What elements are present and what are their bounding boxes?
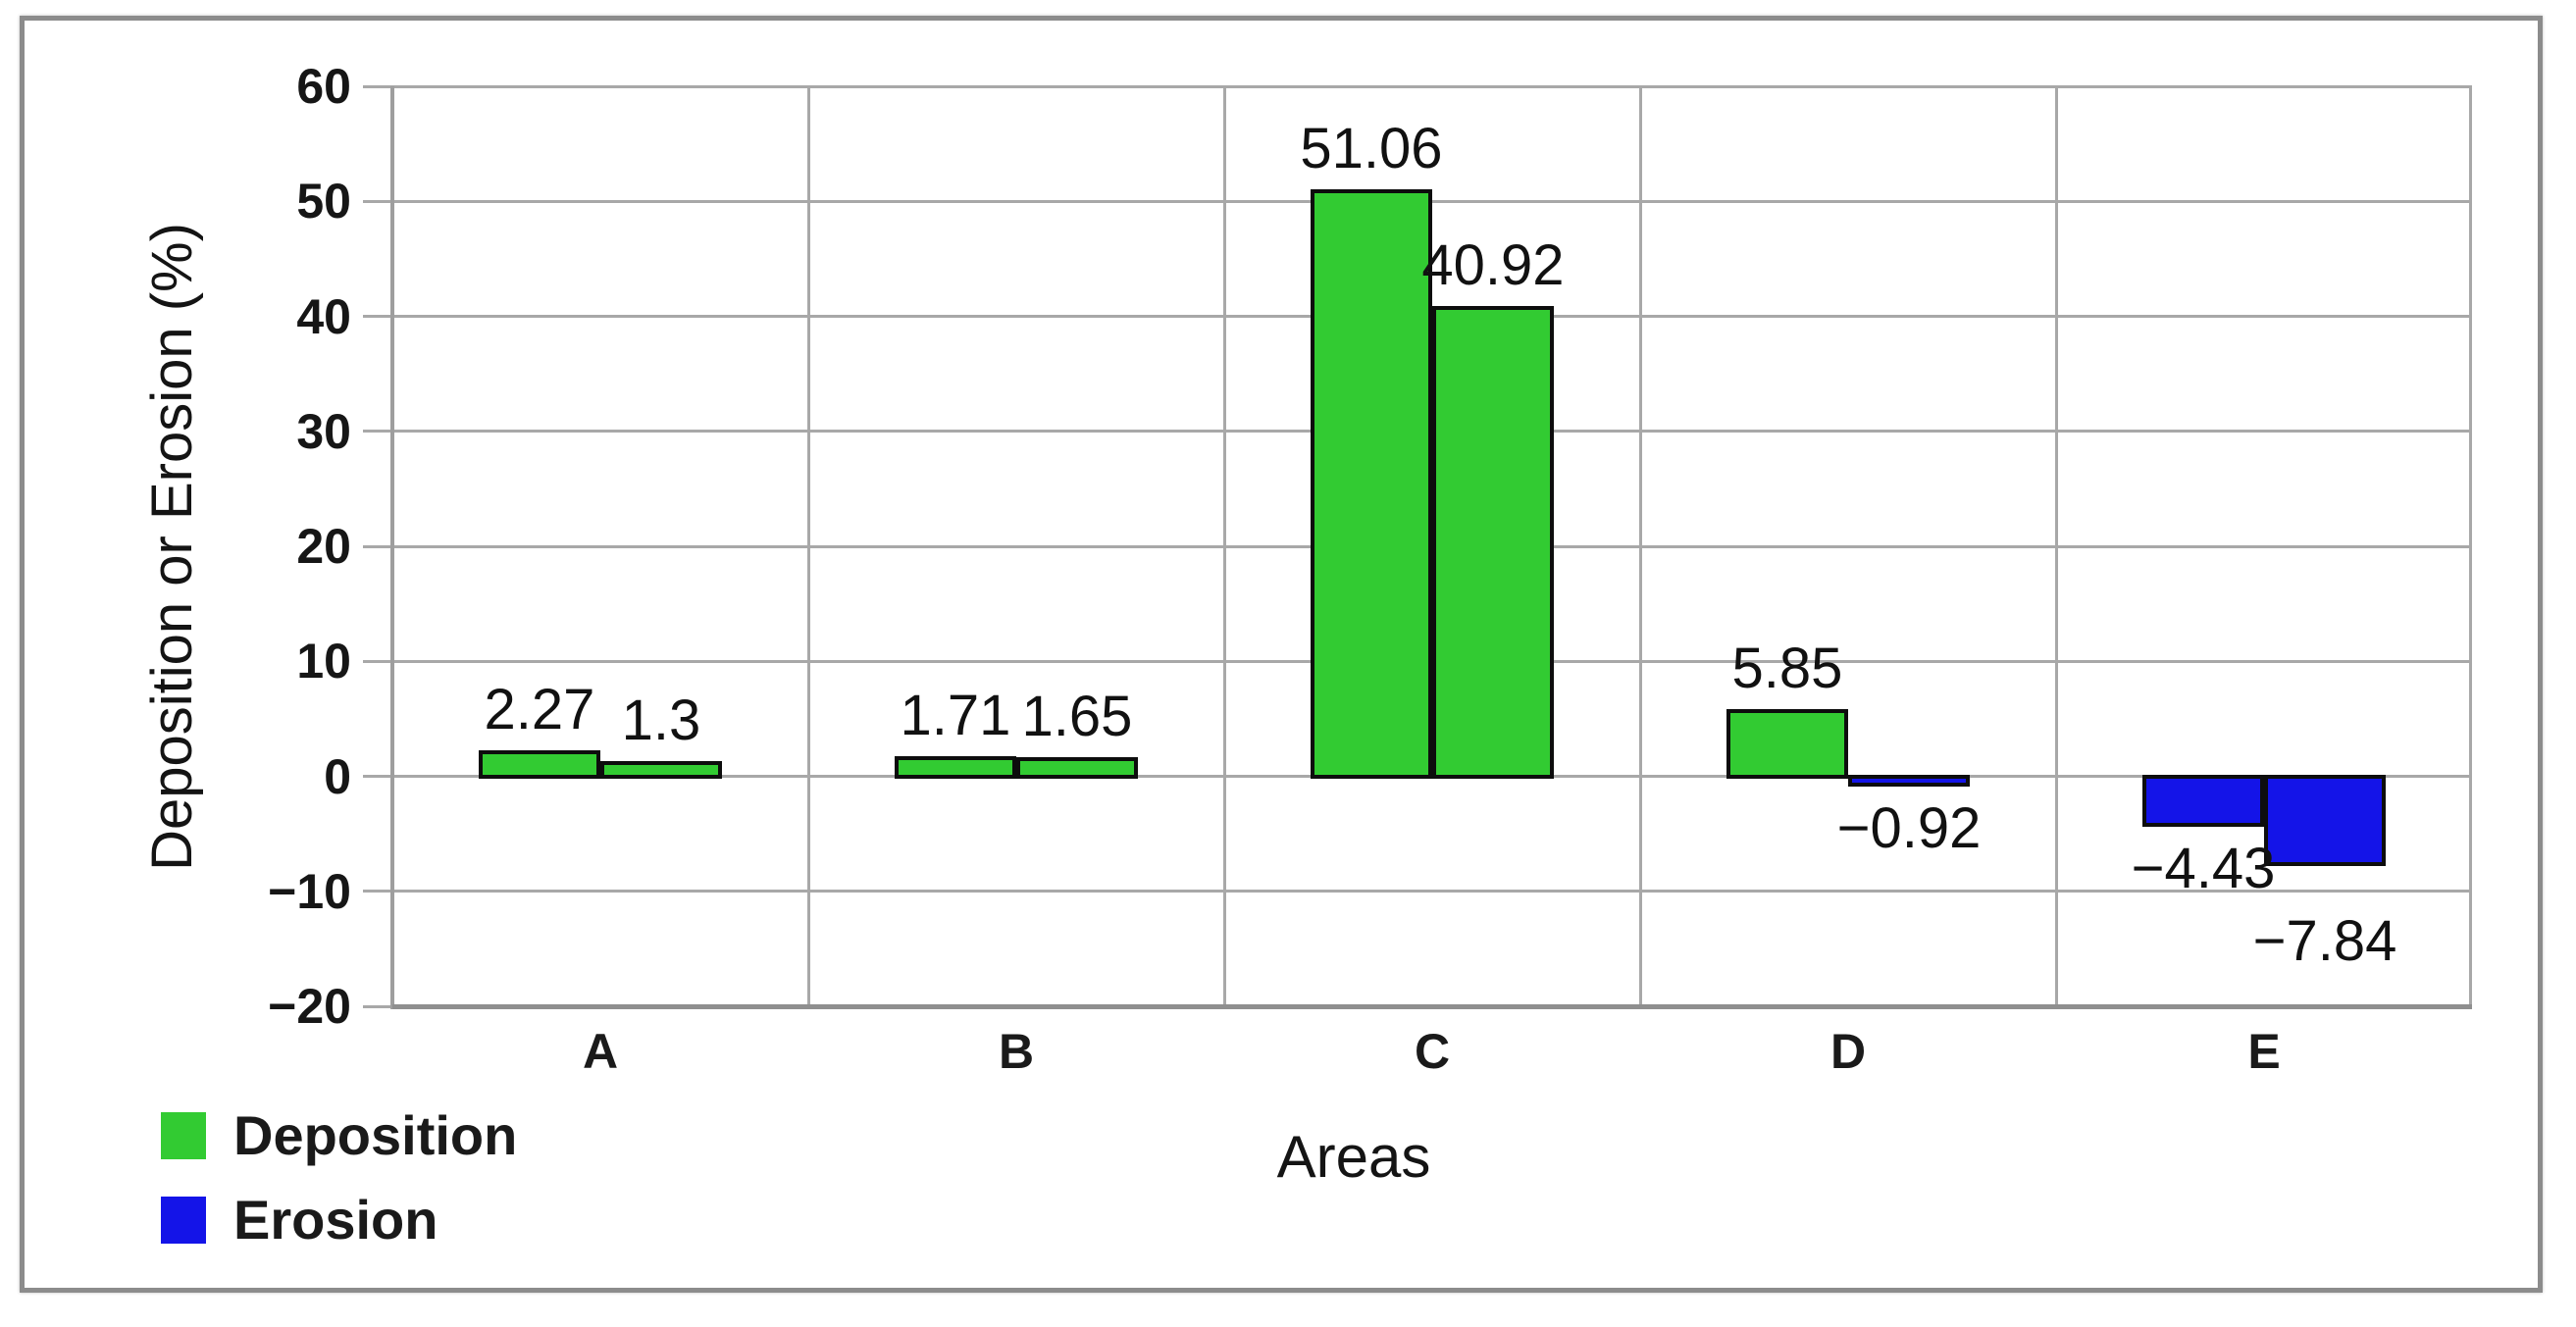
y-tick-mark: [363, 1004, 392, 1008]
bar-erosion: [2142, 774, 2264, 828]
y-tick-label: 30: [296, 403, 351, 459]
bar-value-label: 2.27: [484, 677, 595, 741]
y-tick-label: 60: [296, 59, 351, 114]
bar-deposition: [895, 756, 1016, 779]
bar-deposition: [1726, 708, 1848, 779]
legend-swatch-deposition: [161, 1112, 206, 1159]
category-label: C: [1414, 1024, 1451, 1079]
y-tick-mark: [363, 84, 392, 88]
legend: Deposition Erosion: [161, 1106, 517, 1250]
bar-value-label: 40.92: [1421, 232, 1565, 297]
x-axis-title: Areas: [1276, 1124, 1431, 1190]
y-tick-mark: [363, 775, 392, 778]
legend-item-erosion: Erosion: [161, 1191, 517, 1250]
category-label: B: [998, 1024, 1035, 1079]
y-tick-label: 10: [296, 634, 351, 689]
y-tick-label: 40: [296, 288, 351, 344]
y-tick-mark: [363, 659, 392, 663]
bar-deposition: [479, 749, 600, 779]
y-tick-label: 0: [324, 748, 351, 804]
category-label: E: [2247, 1024, 2281, 1079]
y-tick-mark: [363, 199, 392, 203]
bar-value-label: 1.71: [900, 684, 1011, 748]
legend-swatch-erosion: [161, 1197, 206, 1244]
category-separator: [1638, 86, 1642, 1006]
y-axis-line: [390, 86, 394, 1009]
chart-frame: [20, 16, 2543, 1293]
bar-deposition: [1016, 757, 1138, 779]
y-gridline: [392, 890, 2472, 893]
legend-label-deposition: Deposition: [233, 1104, 518, 1166]
y-tick-label: −20: [268, 979, 351, 1034]
y-gridline: [392, 84, 2472, 88]
category-label: A: [582, 1024, 619, 1079]
bar-value-label: 1.3: [621, 689, 701, 753]
category-label: D: [1829, 1024, 1867, 1079]
y-tick-mark: [363, 890, 392, 893]
bar-value-label: −4.43: [2131, 837, 2276, 901]
y-tick-mark: [363, 544, 392, 548]
category-separator: [1222, 86, 1226, 1006]
bar-deposition: [1311, 188, 1432, 779]
y-gridline: [392, 199, 2472, 203]
bar-value-label: −0.92: [1836, 796, 1982, 861]
y-tick-mark: [363, 430, 392, 434]
category-separator: [806, 86, 810, 1006]
y-tick-label: 50: [296, 174, 351, 230]
bar-deposition: [600, 761, 722, 779]
category-separator: [2054, 86, 2058, 1006]
y-tick-label: −10: [268, 863, 351, 919]
bar-value-label: 1.65: [1021, 685, 1133, 749]
bar-value-label: 51.06: [1300, 116, 1443, 180]
bar-deposition: [1432, 305, 1554, 779]
legend-label-erosion: Erosion: [233, 1189, 438, 1250]
bar-erosion: [2264, 774, 2386, 867]
y-tick-mark: [363, 315, 392, 318]
bar-erosion: [1848, 774, 1970, 788]
bar-value-label: 5.85: [1731, 636, 1843, 700]
plot-area: 60 50 40 30 20 10 0 −10 −20 A 2.27 1.3 B 1.71 1.65 C 51.…: [268, 59, 2472, 1079]
bar-value-label: −7.84: [2252, 909, 2397, 974]
legend-item-deposition: Deposition: [161, 1106, 517, 1165]
y-tick-label: 20: [296, 519, 351, 574]
x-axis-line: [392, 1003, 2472, 1009]
